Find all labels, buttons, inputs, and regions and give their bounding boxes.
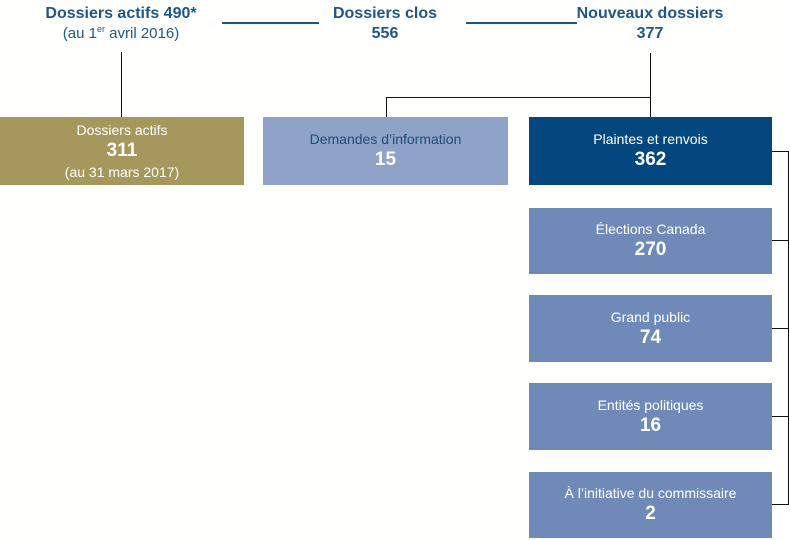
box-complaints-label: Plaintes et renvois	[593, 131, 708, 148]
box-complaints-value: 362	[634, 149, 667, 171]
box-general-public-label: Grand public	[610, 308, 691, 325]
connector-stub-public	[772, 328, 789, 329]
box-commissioner-initiative: À l’initiative du commissaire 2	[529, 472, 772, 538]
header-new-value: 377	[636, 25, 664, 42]
connector-stub-complaints	[772, 151, 789, 152]
connector-new-branch	[386, 97, 651, 98]
box-active-files-value: 311	[106, 140, 138, 162]
header-closed: Dossiers clos 556	[320, 4, 450, 44]
connector-stub-entities	[772, 416, 789, 417]
header-new: Nouveaux dossiers 377	[558, 4, 742, 44]
box-info-requests: Demandes d’information 15	[263, 117, 508, 185]
header-new-title: Nouveaux dossiers	[576, 5, 724, 22]
connector-new-drop	[650, 53, 651, 117]
header-active-start-title: Dossiers actifs 490*	[45, 5, 197, 22]
box-elections-canada: Élections Canada 270	[529, 208, 772, 274]
header-closed-value: 556	[371, 25, 399, 42]
box-general-public: Grand public 74	[529, 295, 772, 362]
box-active-files-label: Dossiers actifs	[76, 121, 168, 138]
box-elections-canada-label: Élections Canada	[595, 221, 706, 238]
box-commissioner-initiative-value: 2	[645, 503, 656, 525]
box-political-entities: Entités politiques 16	[529, 383, 772, 450]
header-closed-title: Dossiers clos	[332, 5, 438, 22]
box-political-entities-label: Entités politiques	[597, 396, 704, 413]
connector-stub-commissioner	[772, 504, 789, 505]
box-complaints: Plaintes et renvois 362	[529, 117, 772, 185]
box-political-entities-value: 16	[639, 414, 662, 436]
connector-info-drop	[386, 97, 387, 117]
box-info-requests-label: Demandes d’information	[309, 131, 462, 148]
connector-active-drop	[121, 52, 122, 117]
box-active-files-note: (au 31 mars 2017)	[64, 163, 180, 180]
connector-stub-elections	[772, 240, 789, 241]
box-active-files: Dossiers actifs 311 (au 31 mars 2017)	[0, 117, 244, 185]
header-active-start: Dossiers actifs 490* (au 1er avril 2016)	[15, 4, 227, 44]
header-active-start-subtitle: (au 1er avril 2016)	[62, 24, 180, 42]
box-elections-canada-value: 270	[634, 239, 667, 261]
box-commissioner-initiative-label: À l’initiative du commissaire	[564, 485, 737, 502]
box-info-requests-value: 15	[374, 149, 397, 171]
connector-headers-left-line	[222, 22, 319, 24]
box-general-public-value: 74	[639, 326, 662, 348]
connector-headers-right-line	[466, 22, 577, 24]
